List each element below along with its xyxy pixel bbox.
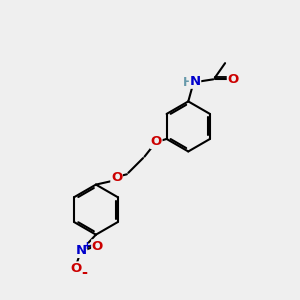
Text: H: H <box>182 76 192 89</box>
Text: O: O <box>227 73 239 86</box>
Text: N: N <box>190 75 201 88</box>
Text: O: O <box>92 240 103 253</box>
Text: -: - <box>81 266 87 280</box>
Text: O: O <box>151 135 162 148</box>
Text: O: O <box>111 171 122 184</box>
Text: +: + <box>83 241 92 250</box>
Text: O: O <box>70 262 82 275</box>
Text: N: N <box>76 244 87 257</box>
